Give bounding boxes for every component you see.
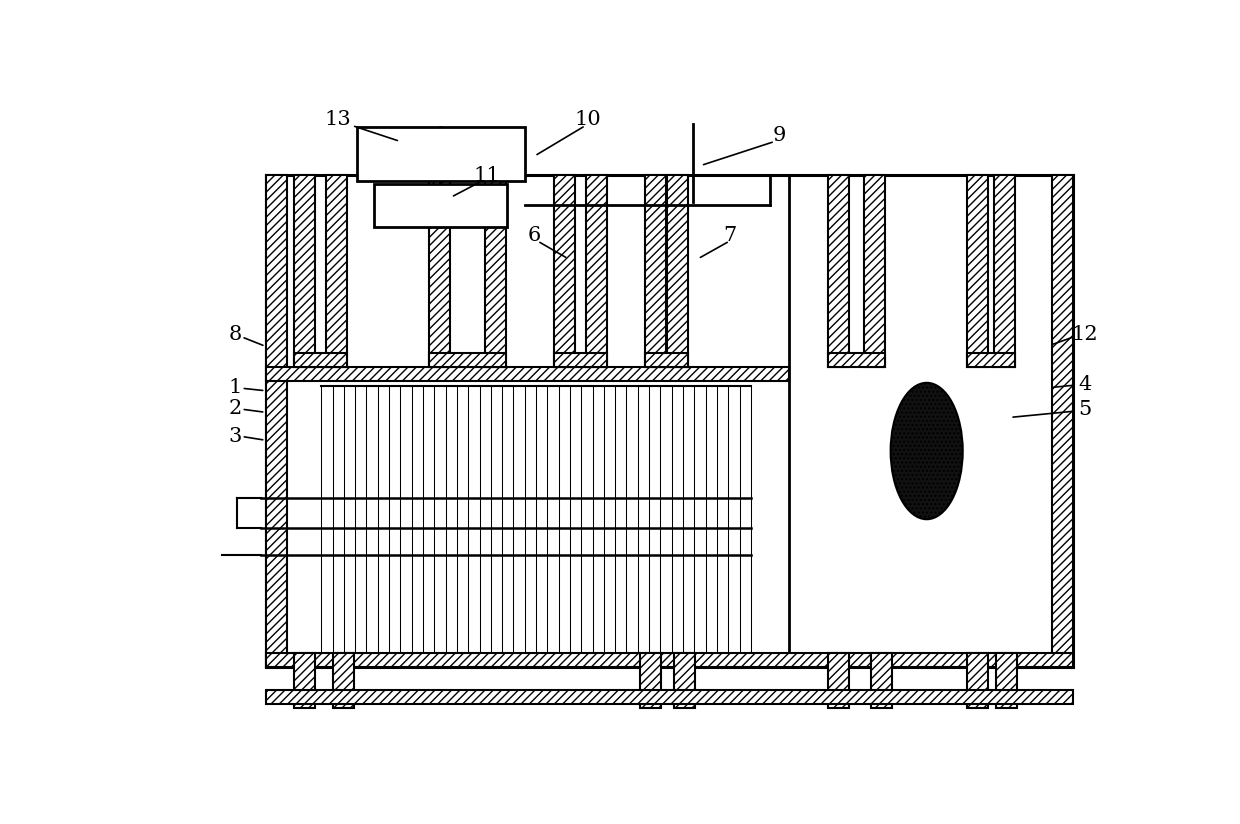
Text: 3: 3 (228, 427, 242, 446)
Bar (640, 653, 661, 708)
Bar (870, 653, 892, 708)
Bar (429, 353, 506, 368)
Text: 9: 9 (773, 126, 786, 145)
Bar (374, 184, 507, 227)
Bar (828, 653, 849, 708)
Bar (996, 653, 1017, 708)
Text: 10: 10 (574, 110, 601, 129)
Bar (294, 353, 347, 368)
Text: 5: 5 (1079, 400, 1092, 419)
Bar (828, 175, 849, 368)
Bar (265, 368, 789, 382)
Bar (967, 175, 988, 368)
Bar (370, 172, 512, 178)
Bar (667, 175, 688, 368)
Bar (585, 175, 606, 368)
Bar (332, 653, 353, 708)
Text: 1: 1 (228, 378, 242, 397)
Bar (828, 353, 885, 368)
Ellipse shape (890, 383, 962, 519)
Text: 4: 4 (1079, 375, 1092, 394)
Bar (645, 175, 666, 368)
Text: 7: 7 (723, 227, 737, 246)
Bar (554, 175, 575, 368)
Bar (357, 128, 525, 181)
Bar (485, 175, 506, 368)
Text: 6: 6 (528, 227, 541, 246)
Bar (1052, 175, 1073, 667)
Bar (294, 175, 315, 368)
Bar (265, 175, 286, 667)
Bar (994, 175, 1016, 368)
Text: 11: 11 (474, 166, 500, 185)
Text: 13: 13 (324, 110, 351, 129)
Bar (645, 353, 688, 368)
Text: 8: 8 (228, 325, 242, 344)
Text: 2: 2 (228, 399, 242, 418)
Bar (967, 653, 988, 708)
Bar (265, 653, 1073, 667)
Text: 12: 12 (1071, 325, 1099, 344)
Bar (294, 653, 315, 708)
Bar (864, 175, 885, 368)
Bar (675, 653, 696, 708)
Bar (967, 353, 1016, 368)
Bar (429, 175, 450, 368)
Bar (326, 175, 347, 368)
Bar (554, 353, 606, 368)
Bar (265, 690, 1073, 704)
